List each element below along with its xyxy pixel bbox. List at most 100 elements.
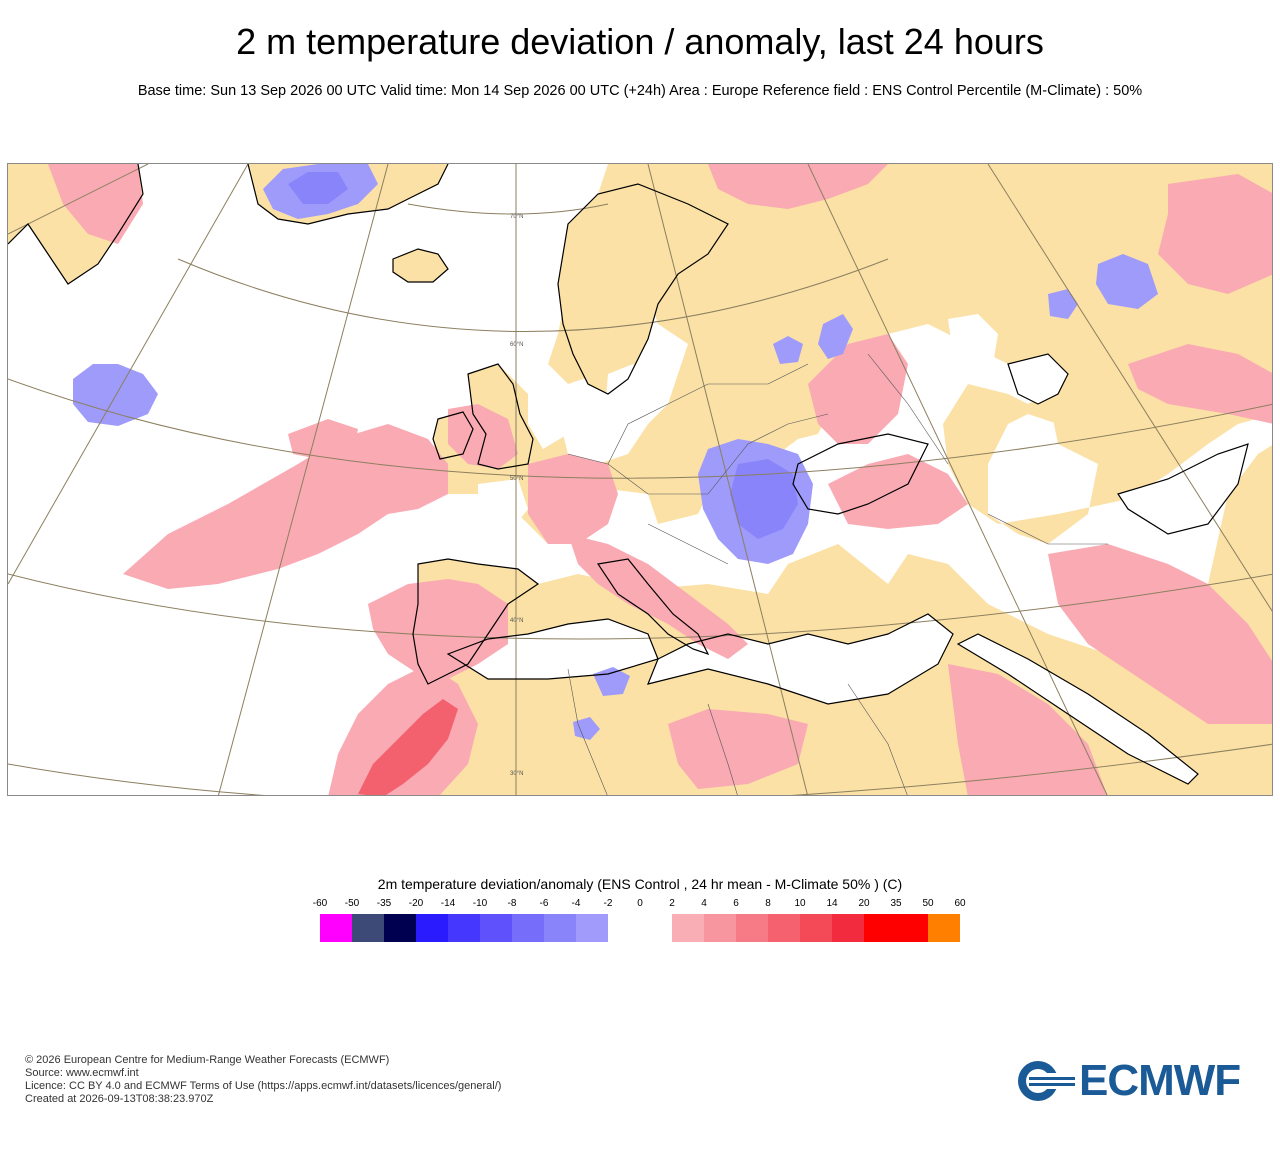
warm-british-isles <box>448 404 518 469</box>
baltic-sea <box>606 364 648 414</box>
map-panel[interactable]: 70°N 60°N 50°N 40°N 30°N <box>7 163 1273 796</box>
legend-tick: -2 <box>603 898 613 909</box>
warm-central-asia <box>1128 344 1272 424</box>
parallel-30n <box>8 743 1272 795</box>
legend-tick: 8 <box>765 898 771 909</box>
warm-barents <box>708 164 888 209</box>
legend-color-box <box>832 914 864 942</box>
parallel-50n <box>8 378 1272 479</box>
legend-tick: -14 <box>440 898 456 909</box>
lat-label-60n: 60°N <box>510 342 523 348</box>
latitude-labels: 70°N 60°N 50°N 40°N 30°N <box>510 214 523 777</box>
meridian-w40 <box>8 164 249 585</box>
warm-france <box>528 454 618 544</box>
legend-tick: 14 <box>826 898 838 909</box>
border-1 <box>567 453 708 495</box>
coast-ireland <box>432 411 474 460</box>
coast-labrador <box>8 164 144 285</box>
border-8 <box>707 703 738 795</box>
legend-color-box <box>480 914 512 942</box>
north-sea <box>528 379 573 449</box>
warm-iberia <box>368 579 508 679</box>
border-2 <box>607 403 669 465</box>
legend-tick: 6 <box>733 898 739 909</box>
coast-iberia <box>412 558 540 685</box>
warm-mid-atlantic <box>288 419 358 459</box>
warm-anomaly-layer <box>48 164 1272 795</box>
legend-title: 2m temperature deviation/anomaly (ENS Co… <box>377 876 903 892</box>
warm-arctic-west <box>48 164 143 244</box>
legend-color-box <box>800 914 832 942</box>
legend-tick: 50 <box>922 898 934 909</box>
meridian-e20 <box>647 164 809 795</box>
footer: © 2026 European Centre for Medium-Range … <box>25 1054 501 1106</box>
legend-tick: 2 <box>669 898 675 909</box>
ecmwf-logo[interactable]: ECMWF <box>1017 1056 1259 1105</box>
persian-gulf <box>1118 444 1248 534</box>
legend-tick: -4 <box>571 898 581 909</box>
warm-africa-coast-strong <box>358 699 458 795</box>
legend-color-box <box>384 914 416 942</box>
parallel-70n <box>407 203 609 215</box>
border-7 <box>987 513 1108 545</box>
legend-color-box <box>544 914 576 942</box>
cold-russia-central <box>773 336 803 364</box>
warm-arabia <box>948 664 1108 795</box>
border-4 <box>667 363 809 405</box>
parallel-40n <box>8 573 1272 640</box>
lat-label-70n: 70°N <box>510 214 523 220</box>
legend-color-box <box>864 914 896 942</box>
legend-color-box <box>928 914 960 942</box>
coastlines <box>8 164 1249 785</box>
lat-label-30n: 30°N <box>510 771 523 777</box>
legend-color-box <box>416 914 448 942</box>
cold-urals <box>1048 289 1078 319</box>
coast-persian-gulf <box>1117 443 1249 535</box>
coast-scandinavia <box>557 183 729 395</box>
border-5 <box>647 523 729 565</box>
coast-italy <box>596 558 710 656</box>
land-scandinavia <box>558 184 728 394</box>
legend-tick: -60 <box>312 898 328 909</box>
warm-iran <box>1048 544 1272 724</box>
coast-iceland <box>392 248 449 283</box>
graticule <box>8 164 1272 795</box>
warm-north-africa <box>668 709 808 789</box>
land-iceland <box>393 249 448 282</box>
footer-licence: Licence: CC BY 4.0 and ECMWF Terms of Us… <box>25 1080 502 1092</box>
europe-anomaly-map: 70°N 60°N 50°N 40°N 30°N <box>8 164 1272 795</box>
lat-label-50n: 50°N <box>510 476 523 482</box>
ecmwf-logo-icon <box>1018 1061 1075 1101</box>
meridian-e60 <box>987 164 1272 612</box>
cold-greenland-core <box>288 172 348 204</box>
parallel-60n <box>177 258 889 332</box>
legend-color-box <box>608 914 640 942</box>
warm-ukraine <box>808 334 908 444</box>
legend-tick: -6 <box>539 898 549 909</box>
legend-tick: 35 <box>890 898 902 909</box>
warm-atlantic-band <box>123 424 448 589</box>
border-9 <box>567 668 608 795</box>
legend-tick: -10 <box>472 898 488 909</box>
footer-created: Created at 2026-09-13T08:38:23.970Z <box>25 1093 214 1105</box>
meridian-e40 <box>807 164 1108 795</box>
legend-color-box <box>448 914 480 942</box>
cold-kazakhstan <box>1096 254 1158 309</box>
legend-tick: -50 <box>344 898 360 909</box>
legend-color-box <box>640 914 672 942</box>
lat-label-40n: 40°N <box>510 618 523 624</box>
border-10 <box>847 683 908 795</box>
legend-color-box <box>736 914 768 942</box>
chart-title: 2 m temperature deviation / anomaly, las… <box>236 21 1044 62</box>
legend-tick: 4 <box>701 898 707 909</box>
legend-tick: -35 <box>376 898 392 909</box>
land-north-africa <box>339 634 968 795</box>
legend-color-box <box>320 914 352 942</box>
meridian-w20 <box>218 164 389 795</box>
legend-color-box <box>512 914 544 942</box>
chart-subtitle: Base time: Sun 13 Sep 2026 00 UTC Valid … <box>137 83 1143 99</box>
coast-greenland <box>247 164 449 225</box>
legend-tick: 60 <box>954 898 966 909</box>
mediterranean-west <box>448 619 658 679</box>
caspian-sea <box>1008 354 1068 404</box>
